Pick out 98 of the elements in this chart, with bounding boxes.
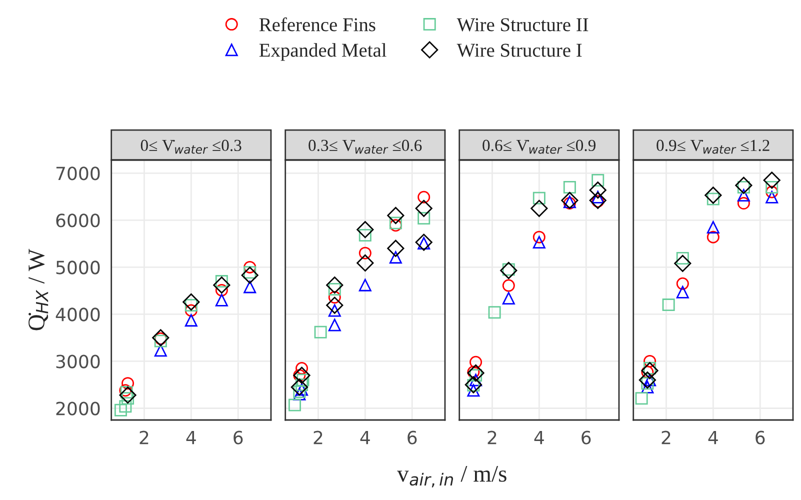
point [119, 386, 136, 404]
point [470, 356, 482, 368]
y-tick-label: 4000 [56, 308, 100, 322]
x-tick-label: 4 [534, 430, 544, 444]
point [766, 190, 778, 204]
point [502, 279, 515, 292]
point [644, 354, 656, 368]
point [358, 246, 372, 260]
point [154, 344, 167, 357]
x-axis-title: v$_{air,in}$ / m/s [397, 466, 506, 488]
point [328, 291, 341, 304]
x-tick-label: 2 [314, 430, 322, 444]
point [530, 200, 548, 217]
point [119, 400, 132, 413]
point [766, 186, 778, 198]
point [561, 192, 578, 209]
legend-label: Reference Fins [259, 17, 376, 32]
x-tick-label: 6 [408, 430, 417, 444]
point [641, 362, 658, 380]
point [502, 292, 515, 304]
point [215, 294, 228, 306]
point [314, 326, 327, 338]
y-tick-label: 7000 [56, 166, 100, 180]
point [290, 378, 308, 396]
point [467, 364, 484, 382]
point [592, 174, 604, 186]
point [328, 318, 341, 332]
point [532, 192, 546, 204]
point [676, 277, 689, 290]
point [737, 189, 750, 202]
chart-title: 0.6≤ V̇$_{water}$ ≤0.9 [482, 140, 596, 154]
point [293, 366, 310, 384]
point [704, 186, 722, 204]
point [296, 362, 308, 375]
point [706, 230, 720, 244]
point [635, 392, 648, 405]
point [532, 230, 546, 244]
point [641, 380, 654, 394]
y-tick-label: 2000 [56, 402, 100, 416]
point [415, 234, 432, 251]
point [356, 221, 374, 238]
point [418, 190, 430, 204]
point [387, 206, 404, 224]
point [674, 254, 692, 272]
point [389, 216, 402, 230]
chart-title: 0.9≤ V̇$_{water}$ ≤1.2 [656, 140, 770, 154]
y-tick-label: 6000 [56, 214, 100, 228]
point [182, 293, 200, 311]
chart-title: 0≤ V̇$_{water}$ ≤0.3 [140, 140, 242, 154]
point [415, 200, 432, 217]
point [184, 314, 198, 327]
point [500, 262, 518, 280]
point [389, 251, 402, 264]
point [356, 254, 374, 272]
legend-label: Wire Structure I [456, 44, 582, 57]
point [488, 306, 501, 319]
point [706, 220, 720, 234]
x-tick-label: 2 [662, 430, 670, 444]
y-tick-label: 5000 [56, 260, 100, 274]
point [763, 172, 780, 189]
x-tick-label: 4 [360, 430, 370, 444]
x-tick-label: 6 [756, 430, 765, 444]
point [735, 176, 752, 194]
point [184, 304, 198, 317]
x-tick-label: 6 [234, 430, 243, 444]
point [662, 298, 675, 312]
point [389, 219, 402, 232]
point [326, 296, 344, 314]
legend-label: Expanded Metal [259, 43, 386, 61]
point [288, 398, 301, 412]
point [241, 266, 258, 284]
point [244, 260, 256, 274]
point [589, 192, 606, 209]
x-tick-label: 2 [488, 430, 496, 444]
point [326, 276, 344, 294]
point [737, 197, 750, 210]
point [122, 377, 134, 390]
point [638, 371, 656, 389]
y-axis-title: Q̇$_{HX}$ / W [28, 248, 48, 330]
point [213, 276, 230, 294]
y-tick-label: 3000 [56, 354, 100, 368]
point [676, 286, 689, 298]
point [563, 181, 576, 194]
x-tick-label: 4 [708, 430, 718, 444]
x-tick-label: 2 [140, 430, 148, 444]
point [387, 240, 404, 257]
x-tick-label: 4 [186, 430, 196, 444]
point [589, 182, 606, 199]
point [244, 280, 256, 294]
point [532, 236, 546, 249]
point [114, 404, 127, 416]
legend-label: Wire Structure II [456, 18, 588, 32]
point [152, 329, 170, 346]
point [358, 278, 372, 292]
point [766, 181, 778, 194]
x-tick-label: 6 [582, 430, 591, 444]
chart-title: 0.3≤ V̇$_{water}$ ≤0.6 [308, 140, 422, 154]
point [418, 212, 430, 225]
